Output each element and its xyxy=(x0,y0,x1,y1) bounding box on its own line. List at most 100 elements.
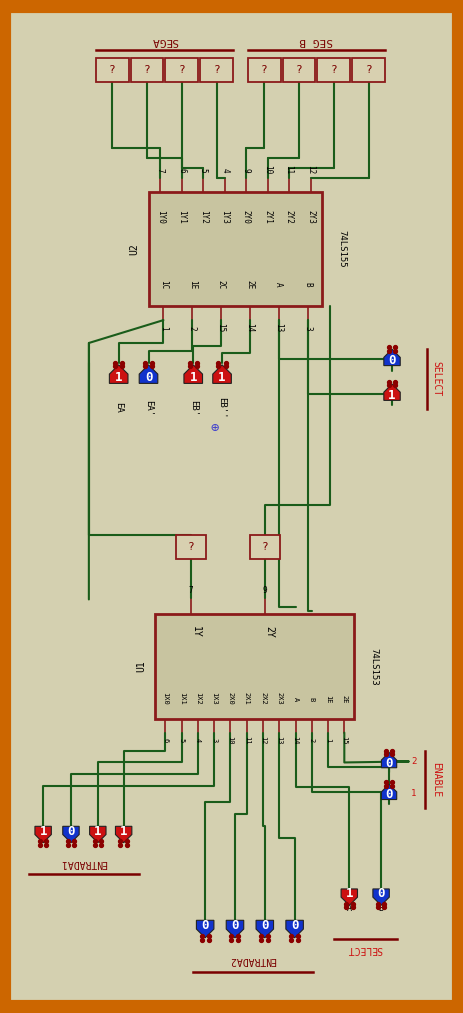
Text: 1X3: 1X3 xyxy=(211,693,217,705)
Text: ?: ? xyxy=(178,65,185,75)
Text: 0: 0 xyxy=(385,757,393,770)
Text: 2X0: 2X0 xyxy=(227,693,233,705)
Text: 5: 5 xyxy=(179,738,185,743)
Bar xyxy=(165,58,198,82)
Text: 2X1: 2X1 xyxy=(244,693,250,705)
Text: 0: 0 xyxy=(385,788,393,801)
Text: 2: 2 xyxy=(411,757,417,766)
Bar xyxy=(176,535,206,559)
Text: 15: 15 xyxy=(341,736,347,745)
Bar xyxy=(318,58,350,82)
Text: 1X0: 1X0 xyxy=(163,693,169,705)
Polygon shape xyxy=(384,384,400,400)
Text: 2Y2: 2Y2 xyxy=(285,210,294,224)
Text: 1Y: 1Y xyxy=(191,626,201,638)
Text: ENTRADA1: ENTRADA1 xyxy=(60,858,107,868)
Text: 1: 1 xyxy=(120,825,127,838)
Text: 1: 1 xyxy=(115,372,122,384)
Text: 2X3: 2X3 xyxy=(276,693,282,705)
Text: SEGA: SEGA xyxy=(151,35,178,46)
Text: 2E: 2E xyxy=(245,280,254,289)
Text: 1: 1 xyxy=(219,372,226,384)
Text: 11: 11 xyxy=(285,165,294,174)
Text: 74LS155: 74LS155 xyxy=(338,230,347,267)
Text: 1E: 1E xyxy=(325,695,331,703)
Text: 2: 2 xyxy=(309,738,315,743)
Polygon shape xyxy=(286,920,303,938)
Polygon shape xyxy=(341,889,357,906)
Text: 10: 10 xyxy=(227,736,233,745)
Polygon shape xyxy=(63,827,79,843)
Text: 1Y1: 1Y1 xyxy=(177,210,187,224)
Text: 15: 15 xyxy=(217,323,225,332)
Polygon shape xyxy=(213,365,232,383)
Bar xyxy=(96,58,129,82)
Text: 2Y3: 2Y3 xyxy=(306,210,315,224)
Text: ?: ? xyxy=(188,542,194,552)
Text: U2: U2 xyxy=(130,243,139,255)
Polygon shape xyxy=(115,827,132,843)
Text: 4: 4 xyxy=(220,168,229,172)
Text: 1: 1 xyxy=(189,372,197,384)
Text: EB'': EB'' xyxy=(218,397,226,418)
Polygon shape xyxy=(226,920,244,938)
Text: 1: 1 xyxy=(388,389,396,402)
Polygon shape xyxy=(139,365,158,383)
Text: 11: 11 xyxy=(244,736,250,745)
Text: ?: ? xyxy=(331,65,337,75)
Text: 4: 4 xyxy=(195,738,201,743)
Polygon shape xyxy=(109,365,128,383)
Bar xyxy=(200,58,233,82)
Text: SELECT: SELECT xyxy=(348,944,383,954)
Polygon shape xyxy=(384,349,400,366)
Text: 12: 12 xyxy=(306,165,315,174)
Text: 14: 14 xyxy=(293,736,299,745)
Text: 1Y0: 1Y0 xyxy=(156,210,165,224)
Text: 14: 14 xyxy=(245,323,254,332)
Polygon shape xyxy=(184,365,202,383)
Text: 1X1: 1X1 xyxy=(179,693,185,705)
Text: ?: ? xyxy=(365,65,372,75)
Text: ⊕: ⊕ xyxy=(211,421,219,436)
Text: 0: 0 xyxy=(145,372,152,384)
Bar xyxy=(352,58,385,82)
Bar xyxy=(248,58,281,82)
Bar xyxy=(283,58,315,82)
Text: 6: 6 xyxy=(177,168,187,172)
Text: 0: 0 xyxy=(377,887,385,901)
Text: 1C: 1C xyxy=(159,280,168,289)
Text: 2Y: 2Y xyxy=(265,626,275,638)
Text: 0: 0 xyxy=(201,919,209,932)
Polygon shape xyxy=(256,920,274,938)
Text: 2X2: 2X2 xyxy=(260,693,266,705)
Text: 12: 12 xyxy=(260,736,266,745)
Text: 9: 9 xyxy=(242,168,250,172)
Polygon shape xyxy=(35,827,51,843)
Bar xyxy=(156,614,354,718)
Text: ?: ? xyxy=(213,65,220,75)
Polygon shape xyxy=(382,753,397,768)
Text: 1: 1 xyxy=(159,326,168,330)
Text: 2: 2 xyxy=(188,326,197,330)
Text: 1Y3: 1Y3 xyxy=(220,210,229,224)
Text: U1: U1 xyxy=(137,660,147,673)
Text: 0: 0 xyxy=(291,919,298,932)
Text: 1: 1 xyxy=(94,825,101,838)
Text: EA': EA' xyxy=(144,399,153,415)
Text: 7: 7 xyxy=(156,168,165,172)
Text: ?: ? xyxy=(262,542,268,552)
Text: ?: ? xyxy=(296,65,302,75)
Text: A: A xyxy=(347,904,352,913)
Text: ?: ? xyxy=(261,65,268,75)
Text: 1E: 1E xyxy=(188,280,197,289)
Text: 7: 7 xyxy=(189,586,194,595)
Text: 2Y1: 2Y1 xyxy=(263,210,272,224)
Text: B: B xyxy=(309,697,315,701)
Text: B: B xyxy=(303,282,312,287)
Text: 10: 10 xyxy=(263,165,272,174)
Bar xyxy=(250,535,280,559)
Text: 13: 13 xyxy=(274,323,283,332)
Text: 1: 1 xyxy=(411,789,417,798)
Text: ?: ? xyxy=(144,65,150,75)
Text: 3: 3 xyxy=(303,326,312,330)
